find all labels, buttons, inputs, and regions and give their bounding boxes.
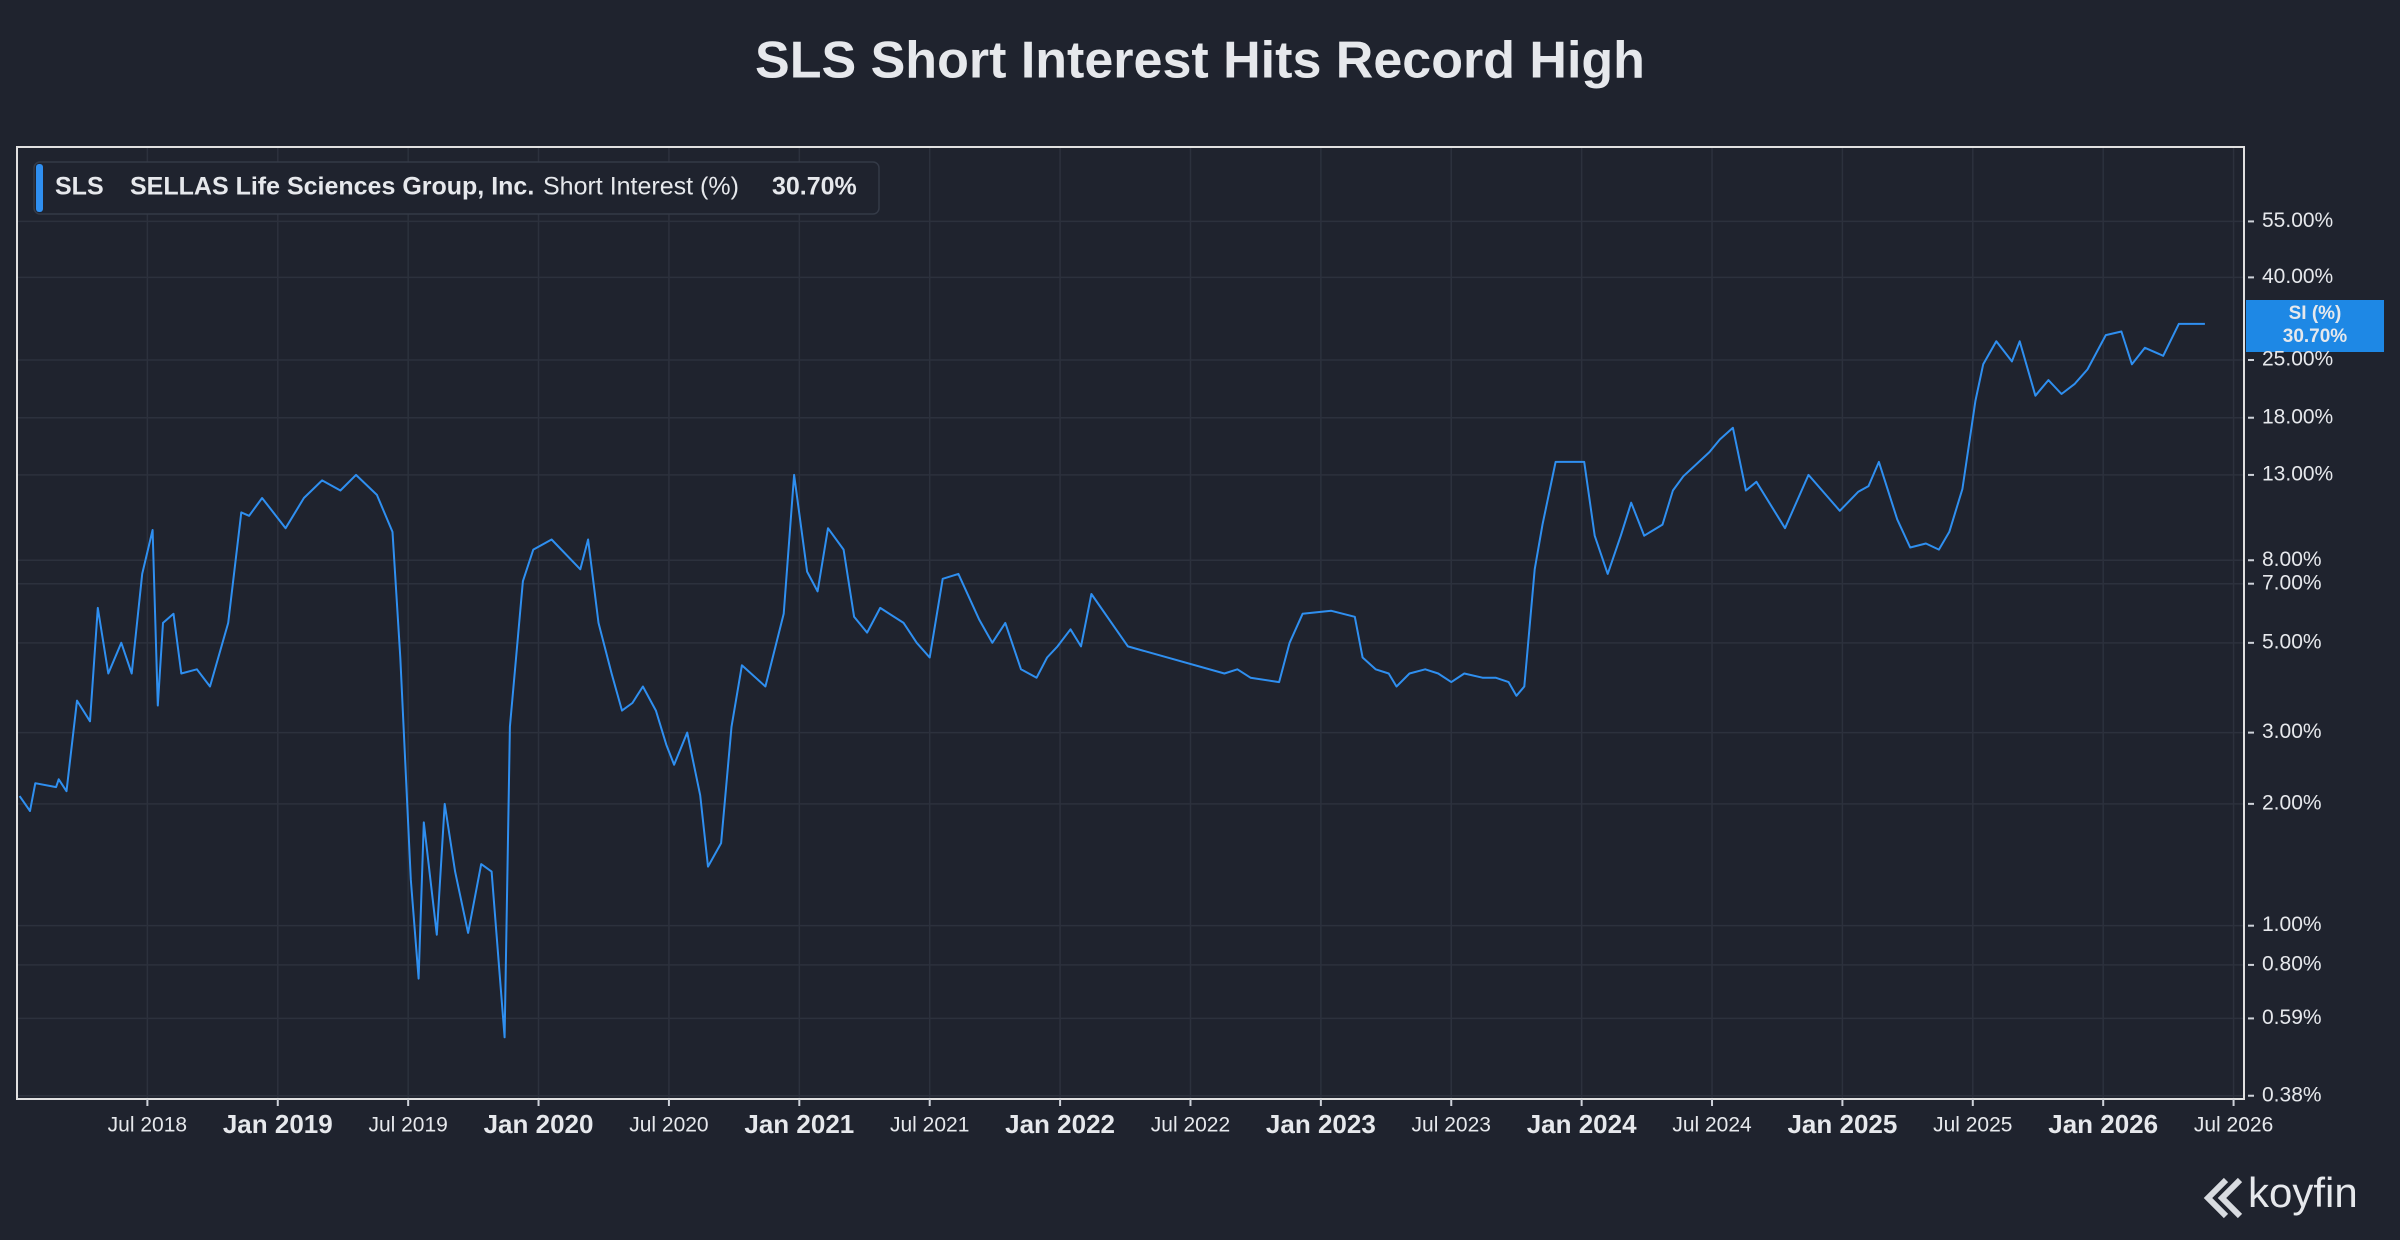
legend-metric: Short Interest (%) — [543, 173, 739, 201]
badge-value: 30.70% — [2283, 326, 2348, 347]
x-tick-label: Jul 2026 — [2194, 1114, 2273, 1137]
y-tick-label: 7.00% — [2262, 571, 2322, 594]
legend-swatch — [36, 164, 43, 212]
y-tick-label: 13.00% — [2262, 462, 2333, 485]
x-tick-label: Jul 2019 — [368, 1114, 447, 1137]
y-tick-label: 0.38% — [2262, 1083, 2322, 1106]
y-tick-label: 1.00% — [2262, 913, 2322, 936]
x-tick-label: Jan 2020 — [484, 1109, 594, 1139]
badge-label: SI (%) — [2289, 303, 2342, 324]
x-tick-label: Jan 2026 — [2048, 1109, 2158, 1139]
x-tick-label: Jan 2019 — [223, 1109, 333, 1139]
x-tick-label: Jul 2020 — [629, 1114, 708, 1137]
legend-ticker: SLS — [55, 173, 104, 201]
y-tick-label: 25.00% — [2262, 348, 2333, 371]
y-tick-label: 55.00% — [2262, 209, 2333, 232]
grid — [17, 147, 2244, 1099]
chart-title: SLS Short Interest Hits Record High — [755, 32, 1645, 90]
plot-border — [16, 146, 2245, 1100]
legend-company: SELLAS Life Sciences Group, Inc. — [130, 173, 534, 201]
y-tick-label: 8.00% — [2262, 548, 2322, 571]
x-tick-label: Jan 2021 — [744, 1109, 854, 1139]
y-tick-label: 2.00% — [2262, 791, 2322, 814]
legend-value: 30.70% — [772, 173, 857, 201]
brand-icon — [2203, 1177, 2243, 1219]
y-tick-label: 0.80% — [2262, 952, 2322, 975]
last-value-badge: SI (%) 30.70% — [2246, 300, 2384, 352]
y-tick-label: 5.00% — [2262, 630, 2322, 653]
x-tick-label: Jul 2023 — [1412, 1114, 1491, 1137]
x-tick-label: Jul 2024 — [1672, 1114, 1752, 1137]
y-tick-label: 18.00% — [2262, 405, 2333, 428]
badge-bg — [2246, 300, 2384, 352]
x-tick-label: Jan 2025 — [1787, 1109, 1897, 1139]
y-tick-label: 0.59% — [2262, 1006, 2322, 1029]
y-tick-label: 3.00% — [2262, 720, 2322, 743]
x-tick-label: Jan 2023 — [1266, 1109, 1376, 1139]
legend[interactable]: SLS SELLAS Life Sciences Group, Inc. Sho… — [33, 161, 880, 215]
x-tick-label: Jul 2025 — [1933, 1114, 2012, 1137]
x-tick-label: Jan 2022 — [1005, 1109, 1115, 1139]
x-tick-label: Jul 2018 — [108, 1114, 187, 1137]
x-tick-label: Jul 2021 — [890, 1114, 969, 1137]
x-tick-label: Jan 2024 — [1527, 1109, 1637, 1139]
brand[interactable]: koyfin — [2203, 1169, 2358, 1219]
series-layer — [18, 322, 2205, 1039]
x-tick-label: Jul 2022 — [1151, 1114, 1230, 1137]
series-line — [18, 322, 2205, 1039]
y-tick-label: 40.00% — [2262, 265, 2333, 288]
brand-name: koyfin — [2248, 1169, 2358, 1216]
legend-box — [33, 161, 880, 215]
